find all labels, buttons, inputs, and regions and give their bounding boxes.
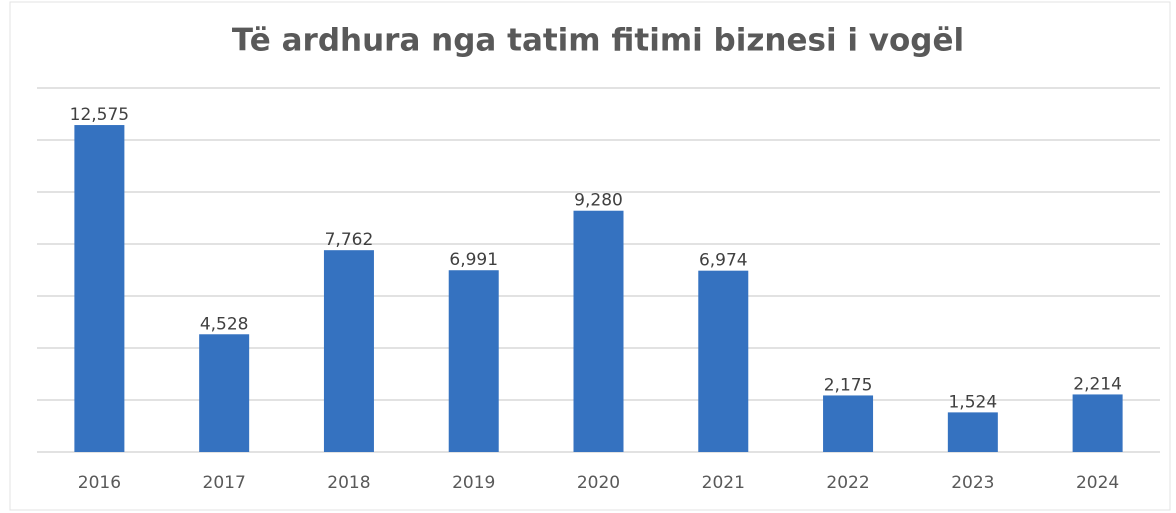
bar	[1072, 394, 1123, 452]
value-label: 7,762	[325, 230, 374, 250]
bar	[199, 334, 250, 452]
bar	[448, 270, 499, 452]
value-label: 12,575	[70, 105, 129, 125]
x-tick-label: 2023	[951, 473, 994, 493]
value-label: 2,175	[824, 375, 873, 395]
x-tick-label: 2022	[826, 473, 869, 493]
value-label: 1,524	[948, 392, 997, 412]
value-label: 6,991	[449, 250, 498, 270]
bar	[323, 250, 374, 452]
bar	[947, 412, 998, 452]
x-tick-label: 2020	[577, 473, 620, 493]
x-tick-label: 2017	[203, 473, 246, 493]
bar	[823, 395, 874, 452]
bar	[573, 210, 624, 452]
x-tick-label: 2016	[78, 473, 121, 493]
bar	[74, 125, 125, 453]
x-tick-label: 2021	[702, 473, 745, 493]
x-tick-label: 2018	[327, 473, 370, 493]
x-tick-label: 2024	[1076, 473, 1119, 493]
value-label: 9,280	[574, 191, 623, 211]
value-label: 2,214	[1073, 374, 1122, 394]
chart-title: Të ardhura nga tatim fitimi biznesi i vo…	[232, 23, 964, 59]
value-label: 4,528	[200, 314, 249, 334]
value-label: 6,974	[699, 251, 748, 271]
bar	[698, 270, 749, 452]
x-tick-label: 2019	[452, 473, 495, 493]
